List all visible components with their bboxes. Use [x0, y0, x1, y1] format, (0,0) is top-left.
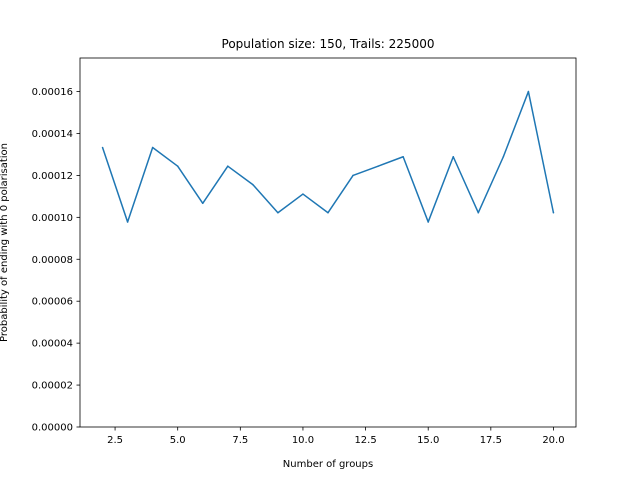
data-point — [552, 211, 555, 214]
x-tick-label: 20.0 — [542, 435, 564, 446]
y-axis-label: Probability of ending with 0 polarisatio… — [0, 143, 10, 342]
data-point — [302, 193, 304, 195]
data-point — [252, 183, 254, 186]
data-point — [477, 211, 480, 214]
x-tick-label: 12.5 — [354, 435, 376, 446]
y-tick-label: 0.00014 — [32, 129, 73, 140]
y-tick-label: 0.00012 — [32, 171, 73, 182]
x-axis-ticks: 2.5 5.0 7.5 10.0 12.5 15.0 17.5 20.0 — [107, 427, 565, 446]
data-point — [327, 211, 329, 214]
y-axis-ticks: 0.00000 0.00002 0.00004 0.00006 0.00008 0.000… — [32, 87, 80, 434]
data-point — [176, 165, 179, 167]
data-point — [427, 221, 429, 223]
chart-title: Population size: 150, Trails: 225000 — [222, 37, 435, 51]
x-tick-label: 17.5 — [480, 435, 502, 446]
x-tick-label: 10.0 — [292, 435, 314, 446]
plot-frame — [79, 57, 577, 428]
data-point — [277, 211, 279, 214]
y-tick-label: 0.00000 — [32, 423, 73, 434]
x-tick-label: 2.5 — [107, 435, 123, 446]
y-tick-label: 0.00006 — [32, 297, 73, 308]
plot-data — [101, 90, 555, 223]
data-point — [227, 165, 229, 167]
data-point — [527, 90, 530, 93]
data-point — [201, 202, 204, 205]
data-point — [377, 165, 379, 167]
data-point — [151, 146, 154, 149]
data-point — [452, 155, 455, 158]
data-point — [502, 155, 505, 158]
data-point — [402, 155, 404, 158]
x-tick-label: 15.0 — [417, 435, 439, 446]
x-axis-label: Number of groups — [283, 459, 373, 470]
data-point — [101, 146, 104, 149]
series-line-0 — [101, 90, 555, 223]
data-point — [352, 174, 354, 177]
y-tick-label: 0.00004 — [32, 339, 73, 350]
x-tick-label: 5.0 — [170, 435, 186, 446]
x-tick-label: 7.5 — [232, 435, 248, 446]
y-tick-label: 0.00010 — [32, 213, 73, 224]
data-point — [126, 221, 129, 223]
y-tick-label: 0.00002 — [32, 381, 73, 392]
y-tick-label: 0.00016 — [32, 87, 73, 98]
y-tick-label: 0.00008 — [32, 255, 73, 266]
